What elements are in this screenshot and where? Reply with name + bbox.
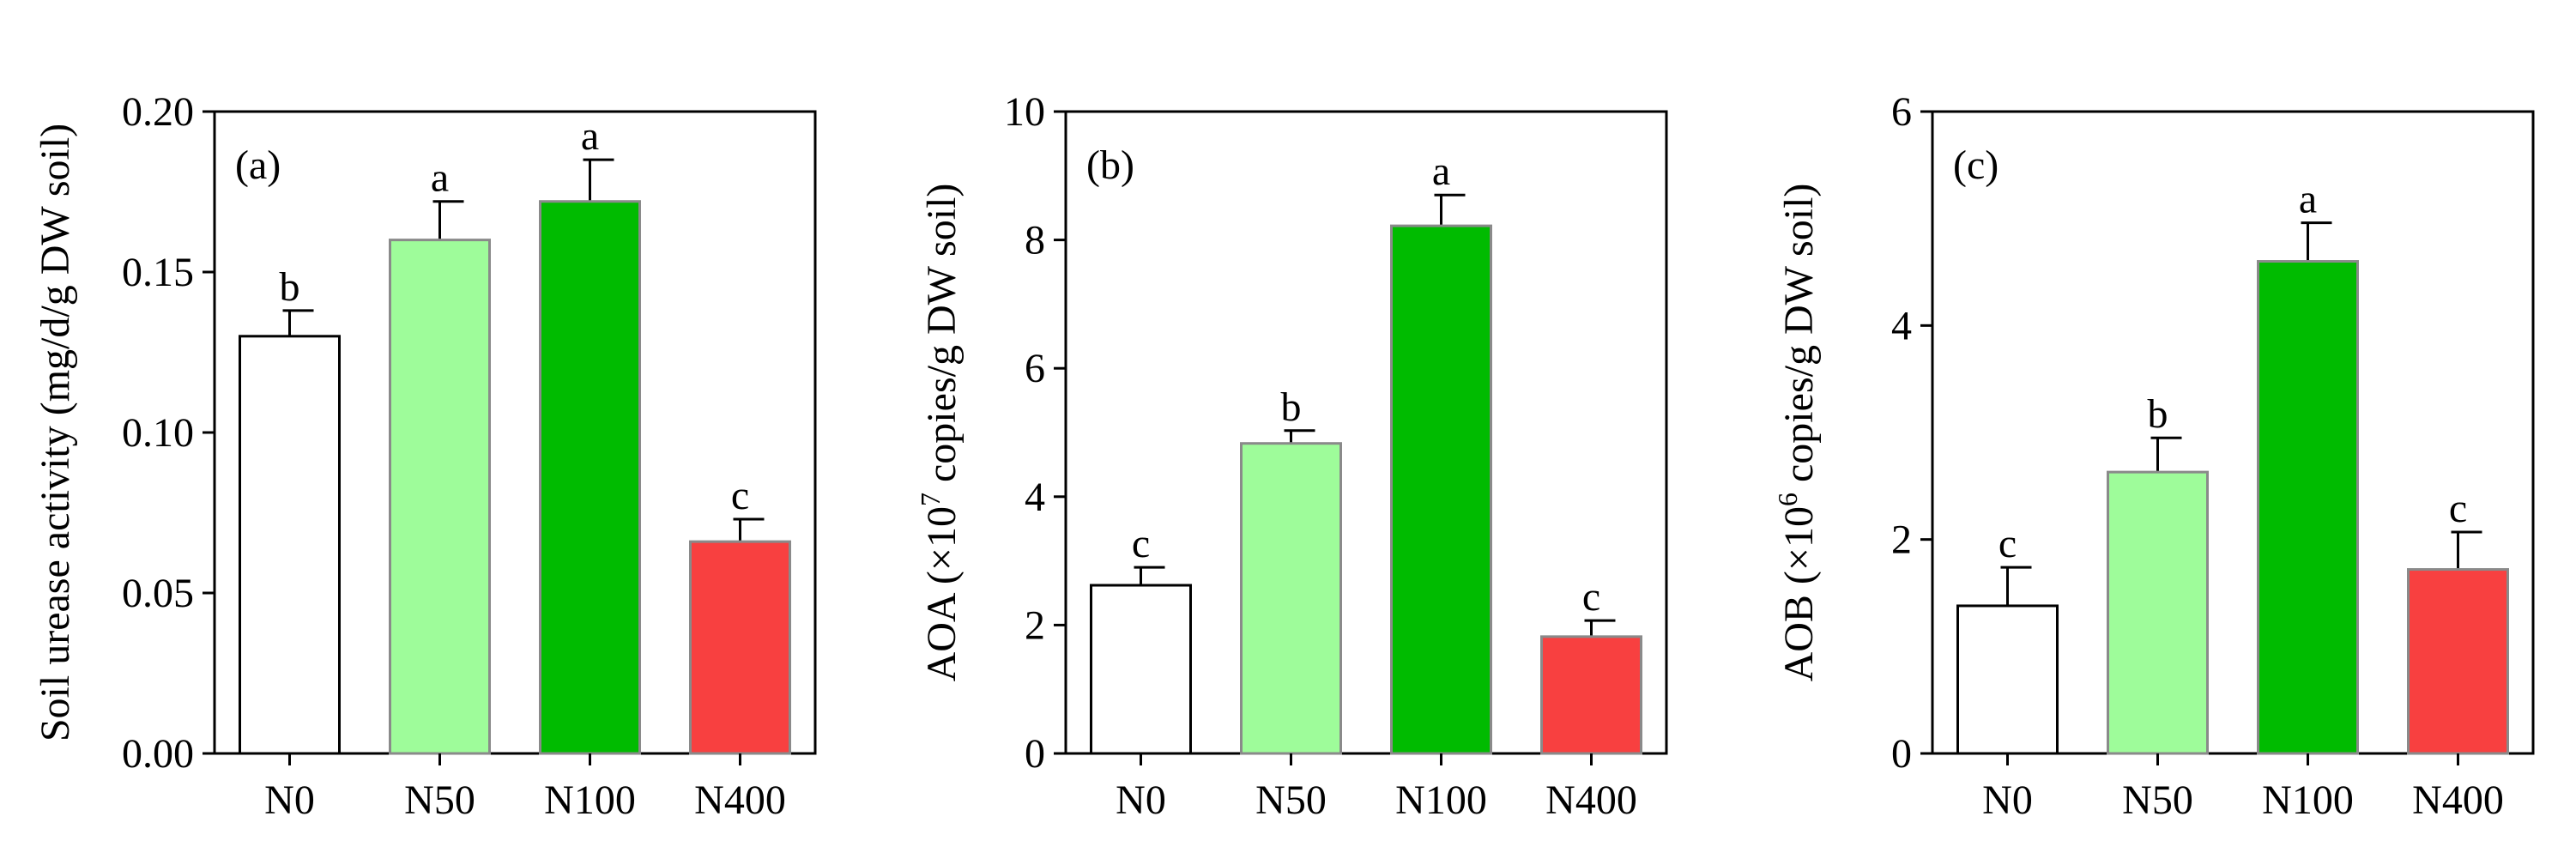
panel-c-y-tick-label: 2 — [1891, 517, 1912, 563]
panel-b-y-tick-label: 8 — [1025, 218, 1045, 263]
panel-c-bar-N100 — [2257, 260, 2359, 755]
panel-a-bar-N400 — [689, 540, 791, 755]
panel-a-panel-label: (a) — [235, 142, 281, 188]
panel-b-bar-N50 — [1240, 442, 1342, 755]
panel-b: 0 2 4 6 8 10 c N0 b N50 a N100 c N400 (b) AOA (×107 cop… — [915, 89, 1668, 823]
panel-c-y-tick-label: 4 — [1891, 303, 1912, 348]
panel-a-significance-letter-N0: b — [280, 264, 300, 310]
panel-c-significance-letter-N0: c — [1999, 521, 2017, 566]
panel-b-y-tick-label: 10 — [1004, 89, 1045, 135]
panel-c-significance-letter-N100: a — [2299, 177, 2317, 222]
panel-a-x-tick-label-N100: N100 — [544, 777, 636, 823]
panel-b-panel-label: (b) — [1086, 142, 1134, 188]
panel-a-y-tick-label: 0.20 — [122, 89, 194, 135]
panel-a-x-tick-label-N400: N400 — [694, 777, 786, 823]
panel-b-y-axis-label: AOA (×107 copies/g DW soil) — [915, 184, 964, 682]
panel-b-bar-N0 — [1090, 584, 1192, 755]
panel-a: 0.00 0.05 0.10 0.15 0.20 b N0 a N50 a N100 c N400 (a)… — [33, 89, 817, 823]
panel-a-y-tick-label: 0.00 — [122, 731, 194, 777]
panel-b-significance-letter-N0: c — [1132, 521, 1150, 566]
panel-c-x-tick-label-N400: N400 — [2412, 777, 2504, 823]
panel-b-y-tick-label: 0 — [1025, 731, 1045, 777]
panel-a-significance-letter-N400: c — [731, 473, 749, 518]
panel-b-x-tick-label-N100: N100 — [1395, 777, 1487, 823]
panel-b-significance-letter-N400: c — [1582, 574, 1600, 620]
panel-c-x-tick-label-N100: N100 — [2262, 777, 2354, 823]
panel-b-significance-letter-N100: a — [1432, 148, 1450, 194]
panel-c-x-tick-label-N50: N50 — [2122, 777, 2193, 823]
panel-b-y-tick-label: 2 — [1025, 602, 1045, 648]
panel-c-y-tick-label: 0 — [1891, 731, 1912, 777]
panel-c-bar-N50 — [2107, 470, 2209, 755]
panel-b-bar-N400 — [1540, 635, 1642, 755]
panel-b-y-tick-label: 6 — [1025, 346, 1045, 391]
panel-a-significance-letter-N100: a — [581, 113, 599, 159]
panel-a-x-tick-label-N0: N0 — [264, 777, 315, 823]
panel-b-axes-frame — [1064, 110, 1668, 755]
panel-b-x-tick-label-N400: N400 — [1545, 777, 1637, 823]
panel-c-y-axis-label: AOB (×106 copies/g DW soil) — [1772, 184, 1822, 682]
panel-a-significance-letter-N50: a — [431, 155, 449, 201]
panel-c: 0 2 4 6 c N0 b N50 a N100 c N400 (c) AOB (×106 copies… — [1772, 89, 2535, 823]
panel-c-y-tick-label: 6 — [1891, 89, 1912, 135]
panel-c-panel-label: (c) — [1953, 142, 1999, 188]
panel-a-y-tick-label: 0.10 — [122, 410, 194, 456]
panel-b-y-tick-label: 4 — [1025, 475, 1045, 520]
panel-c-significance-letter-N50: b — [2148, 391, 2168, 437]
panel-c-bar-N400 — [2407, 568, 2509, 755]
panel-c-significance-letter-N400: c — [2449, 486, 2467, 531]
panel-c-x-tick-label-N0: N0 — [1982, 777, 2033, 823]
panel-b-bar-N100 — [1390, 224, 1492, 755]
panel-a-bar-N100 — [539, 200, 641, 755]
panel-c-axes-frame — [1931, 110, 2535, 755]
panel-a-y-tick-label: 0.05 — [122, 571, 194, 616]
panel-a-y-tick-label: 0.15 — [122, 250, 194, 295]
panel-a-x-tick-label-N50: N50 — [404, 777, 475, 823]
panel-a-bar-N50 — [389, 239, 491, 755]
panel-b-x-tick-label-N0: N0 — [1116, 777, 1166, 823]
panel-a-bar-N0 — [239, 335, 341, 755]
panel-b-significance-letter-N50: b — [1281, 384, 1302, 430]
panel-c-bar-N0 — [1956, 604, 2059, 755]
panel-a-y-axis-label: Soil urease activity (mg/d/g DW soil) — [33, 124, 78, 741]
panel-b-x-tick-label-N50: N50 — [1255, 777, 1327, 823]
